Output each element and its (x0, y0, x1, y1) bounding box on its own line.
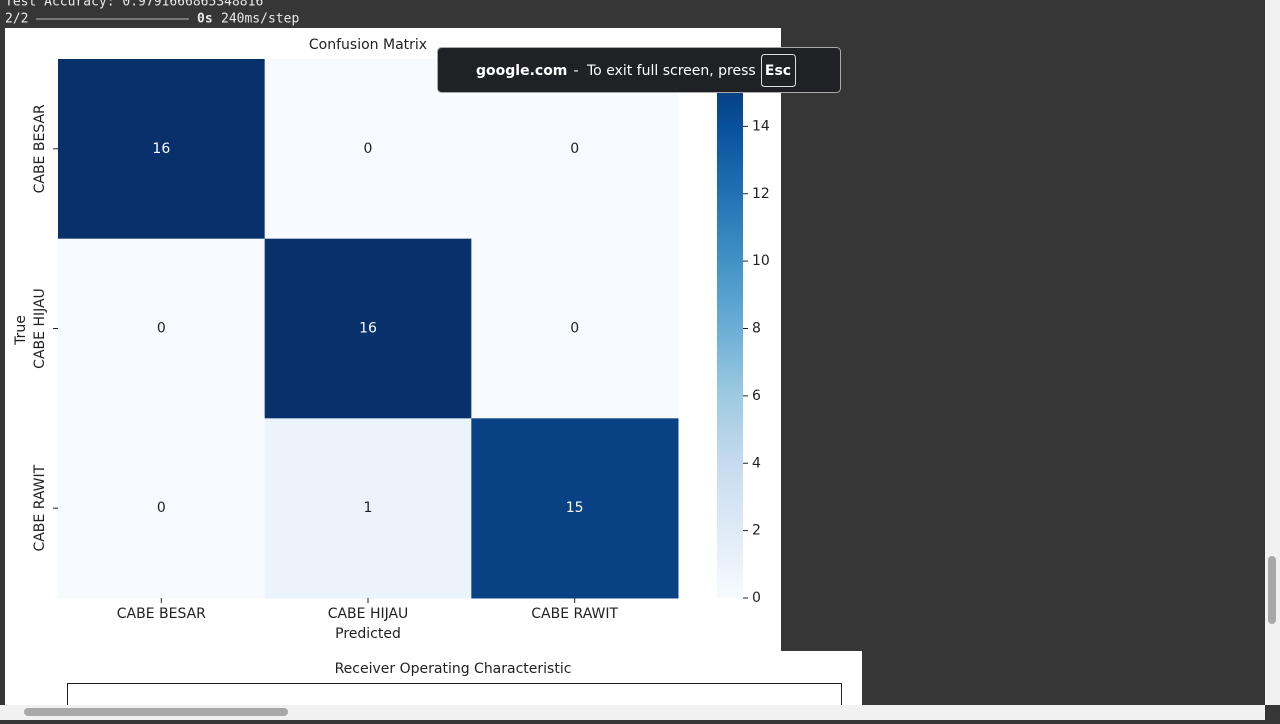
colorbar-tick-label: 2 (752, 523, 761, 539)
h-scroll-thumb[interactable] (24, 708, 288, 716)
heatmap-cell (264, 238, 472, 419)
console-rate: 240ms/step (221, 12, 299, 27)
console-step: 2/2 (5, 12, 28, 27)
heatmap-cell (264, 418, 472, 599)
x-tick-label: CABE RAWIT (531, 606, 618, 622)
heatmap-cell (58, 59, 266, 240)
v-scroll-thumb[interactable] (1268, 556, 1276, 624)
heatmap-cell (58, 418, 266, 599)
fullscreen-toast: google.com - To exit full screen, press … (437, 47, 841, 93)
colorbar-tick-label: 14 (752, 118, 770, 134)
colorbar-tick-label: 12 (752, 186, 770, 202)
toast-message: To exit full screen, press (586, 63, 756, 79)
cell-label: 0 (157, 321, 166, 337)
cell-label: 15 (566, 500, 584, 516)
cell-label: 0 (157, 500, 166, 516)
cell-label: 1 (364, 500, 373, 516)
colorbar-tick-label: 10 (752, 253, 770, 269)
colorbar-tick-label: 6 (752, 388, 761, 404)
y-tick-label: CABE RAWIT (32, 464, 48, 551)
output-panel (5, 651, 862, 705)
heatmap-cell (471, 418, 679, 599)
toast-key[interactable]: Esc (765, 63, 791, 79)
x-tick-label: CABE HIJAU (328, 606, 409, 622)
console-line: Test Accuracy: 0.9791666865348816 (5, 0, 263, 10)
cell-label: 16 (152, 141, 170, 157)
cell-label: 16 (359, 321, 377, 337)
chart-title: Confusion Matrix (309, 37, 427, 53)
colorbar-tick-label: 4 (752, 455, 761, 471)
colorbar-tick-label: 0 (752, 590, 761, 606)
cell-label: 0 (570, 141, 579, 157)
cell-label: 0 (364, 141, 373, 157)
x-axis-label: Predicted (335, 626, 401, 642)
colorbar (717, 59, 743, 598)
cell-label: 0 (570, 321, 579, 337)
y-tick-label: CABE HIJAU (32, 288, 48, 369)
x-tick-label: CABE BESAR (117, 606, 206, 622)
heatmap-cell (471, 238, 679, 419)
y-tick-label: CABE BESAR (32, 104, 48, 193)
v-scrollbar[interactable] (1265, 0, 1280, 705)
colorbar-tick-label: 8 (752, 321, 761, 337)
toast-separator: - (573, 63, 578, 79)
console-time: 0s (197, 12, 213, 27)
next-chart-title: Receiver Operating Characteristic (335, 661, 572, 677)
toast-domain: google.com (476, 63, 567, 79)
y-axis-label: True (13, 315, 29, 346)
heatmap-cell (58, 238, 266, 419)
h-scrollbar[interactable] (0, 705, 1265, 720)
